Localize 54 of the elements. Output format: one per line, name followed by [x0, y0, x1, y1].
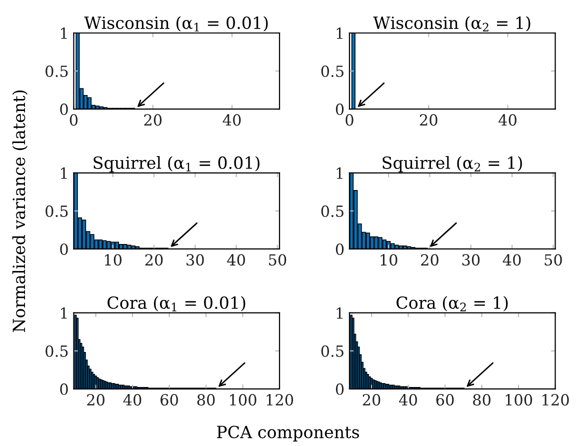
x-tick-label: 0 — [70, 114, 78, 126]
x-tick-label: 20 — [420, 114, 438, 126]
x-tick-label: 0 — [346, 114, 354, 126]
x-tick-label: 40 — [502, 254, 521, 266]
y-tick-label: 1 — [336, 167, 342, 179]
x-tick-label: 40 — [123, 394, 142, 406]
y-tick-label: 0.5 — [321, 345, 344, 357]
y-tick-label: 0 — [336, 104, 344, 116]
x-tick-label: 20 — [362, 394, 380, 406]
x-tick-label: 40 — [227, 254, 246, 266]
chart-title: Squirrel (α$_{1}$ = 0.01) — [94, 156, 260, 172]
y-tick-label: 1 — [61, 167, 67, 179]
y-tick-label: 1 — [61, 27, 67, 39]
y-tick-label: 0 — [336, 243, 344, 256]
x-tick-label: 20 — [144, 114, 162, 126]
x-tick-label: 80 — [197, 394, 215, 406]
x-tick-label: 50 — [269, 254, 286, 266]
x-tick-label: 60 — [436, 394, 454, 406]
y-tick-label: 0 — [60, 243, 68, 256]
chart-title: Cora (α$_{1}$ = 0.01) — [108, 296, 246, 312]
y-tick-label: 0.5 — [46, 205, 68, 217]
x-tick-label: 80 — [473, 394, 490, 406]
chart-title: Cora (α$_{2}$ = 1) — [396, 296, 508, 312]
y-tick-label: 0 — [60, 383, 68, 395]
y-tick-label: 1 — [336, 27, 342, 39]
x-tick-label: 40 — [399, 394, 417, 406]
x-tick-label: 20 — [421, 254, 438, 266]
y-tick-label: 0.5 — [46, 345, 68, 357]
y-tick-label: 1 — [61, 307, 67, 319]
x-tick-label: 40 — [222, 114, 241, 126]
x-tick-label: 40 — [498, 114, 516, 126]
x-tick-label: 30 — [462, 254, 480, 266]
y-tick-label: 0.5 — [46, 65, 68, 78]
x-tick-label: 50 — [544, 254, 562, 266]
x-tick-label: 120 — [542, 394, 569, 406]
y-tick-label: 1 — [336, 307, 342, 319]
y-tick-label: 0 — [336, 383, 344, 395]
x-tick-label: 60 — [160, 394, 178, 406]
y-tick-label: 0 — [60, 104, 68, 116]
x-axis-title: PCA components — [217, 426, 360, 442]
y-tick-label: 0.5 — [321, 205, 344, 217]
x-tick-label: 30 — [186, 254, 204, 266]
x-tick-label: 100 — [506, 394, 532, 406]
x-tick-label: 100 — [230, 394, 256, 406]
x-tick-label: 10 — [380, 254, 398, 266]
x-tick-label: 20 — [87, 394, 104, 406]
chart-title: Squirrel (α$_{2}$ = 1) — [382, 156, 522, 172]
y-tick-label: 0.5 — [321, 65, 344, 78]
x-tick-label: 10 — [104, 254, 122, 266]
chart-title: Wisconsin (α$_{2}$ = 1) — [373, 16, 530, 32]
chart-title: Wisconsin (α$_{1}$ = 0.01) — [84, 16, 268, 32]
y-axis-title: Normalized variance (latent) — [12, 90, 28, 332]
x-tick-label: 20 — [145, 254, 163, 266]
x-tick-label: 120 — [266, 394, 294, 406]
